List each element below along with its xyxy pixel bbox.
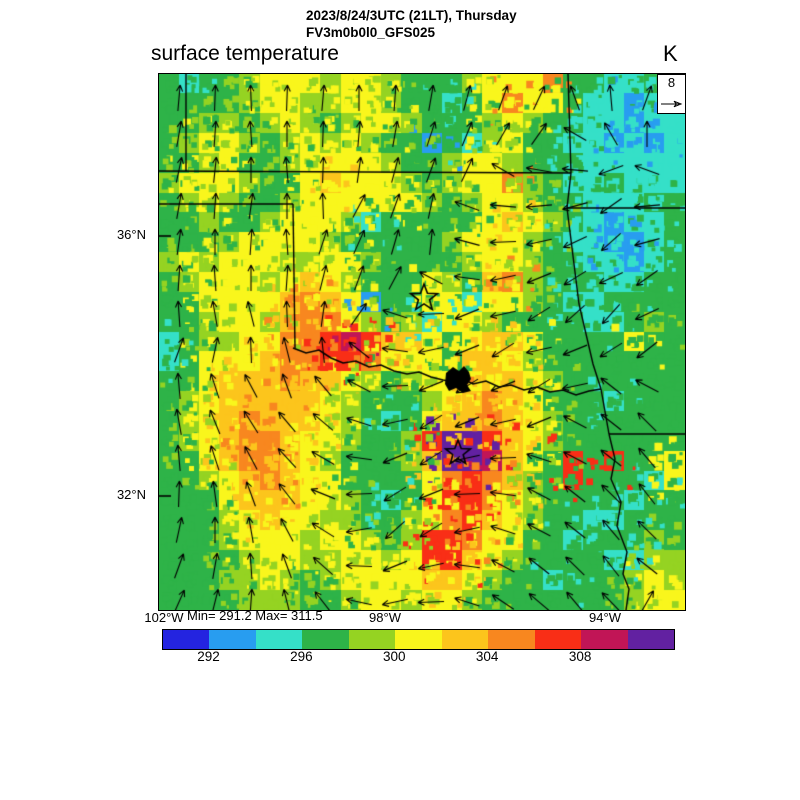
colorbar-segment [255,630,303,649]
wind-vector-key: 8 [657,74,686,114]
colorbar-segment [209,630,256,649]
colorbar-tick-labels: 292 296 300 304 308 [162,649,673,667]
colorbar-segment [348,630,396,649]
colorbar-tick-label: 308 [568,649,592,664]
lat-label-36n: 36°N [116,227,146,242]
colorbar-tick-label: 292 [197,649,220,664]
colorbar-tick-label: 300 [383,649,406,664]
colorbar-segment [395,630,442,649]
min-max-stats: Min= 291.2 Max= 311.5 [187,608,323,623]
colorbar-segment [163,630,210,649]
variable-title: surface temperature [151,42,339,65]
unit-label: K [663,41,678,66]
plot-datetime-title: 2023/8/24/3UTC (21LT), Thursday [306,8,517,23]
colorbar-segment [302,630,349,649]
temperature-map-canvas [159,74,685,610]
lon-label-94w: 94°W [589,610,621,625]
colorbar-tick-label: 296 [290,649,313,664]
colorbar-segment [534,630,582,649]
lon-label-98w: 98°W [369,610,401,625]
lon-label-102w: 102°W [144,610,184,625]
colorbar [162,629,675,650]
colorbar-segment [488,630,535,649]
vector-key-arrow-icon [661,100,683,108]
model-run-title: FV3m0b0l0_GFS025 [306,25,436,40]
lat-label-32n: 32°N [116,487,146,502]
colorbar-segment [627,630,674,649]
colorbar-tick-label: 304 [475,649,499,664]
colorbar-segment [441,630,489,649]
colorbar-segment [581,630,628,649]
map-area [158,73,686,611]
vector-key-value: 8 [667,75,676,90]
